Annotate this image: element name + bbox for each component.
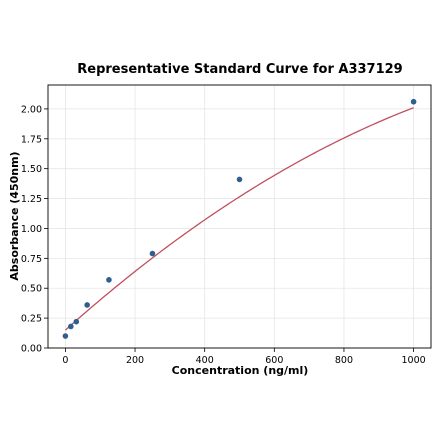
x-tick-label: 0 [62, 355, 68, 366]
data-point [236, 176, 243, 183]
chart-title: Representative Standard Curve for A33712… [77, 62, 402, 77]
data-point [62, 333, 69, 339]
data-point [68, 323, 74, 330]
y-tick-label: 0.75 [21, 254, 42, 265]
y-tick-label: 2.00 [21, 104, 42, 115]
y-tick-label: 1.25 [21, 194, 42, 205]
y-tick-label: 1.75 [21, 134, 42, 145]
y-tick-label: 0.25 [21, 314, 42, 325]
plot-area [47, 84, 432, 349]
data-point [106, 277, 112, 283]
x-tick-label: 400 [196, 355, 214, 366]
y-axis: 0.00 0.25 0.50 0.75 1.00 1.25 1.50 1.75 2.00 [21, 104, 48, 355]
x-tick-label: 800 [335, 355, 353, 366]
data-point [149, 250, 156, 257]
data-points-layer [62, 98, 417, 339]
grid [48, 85, 431, 349]
y-tick-label: 1.50 [21, 164, 42, 175]
x-tick-label: 600 [265, 355, 283, 366]
fit-curve [64, 107, 414, 331]
x-tick-label: 200 [126, 355, 144, 366]
x-axis-label: Concentration (ng/ml) [172, 364, 309, 377]
y-axis-label: Absorbance (450nm) [8, 151, 21, 280]
data-point [410, 98, 417, 105]
y-tick-label: 0.00 [21, 344, 42, 355]
data-point [84, 302, 90, 308]
y-tick-label: 0.50 [21, 284, 42, 295]
data-point [73, 318, 80, 325]
x-tick-label: 1000 [401, 355, 425, 366]
fit-curve-layer [64, 107, 414, 331]
y-tick-label: 1.00 [21, 224, 42, 235]
x-axis: 0 200 400 600 800 1000 [62, 348, 426, 366]
